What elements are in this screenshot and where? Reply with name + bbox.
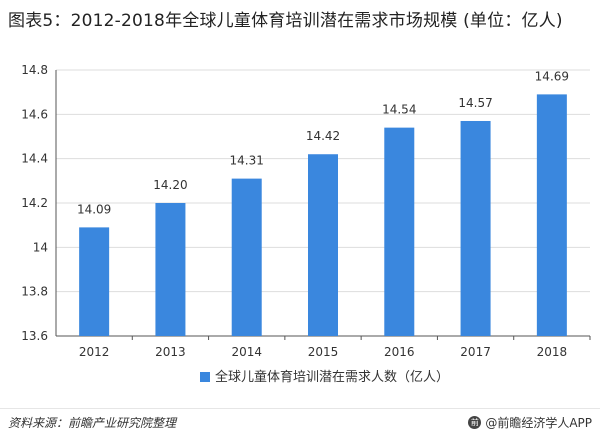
source-note: 资料来源：前瞻产业研究院整理 bbox=[8, 416, 177, 430]
data-label: 14.54 bbox=[382, 103, 416, 117]
y-tick-label: 14.8 bbox=[21, 63, 48, 77]
x-tick-label: 2018 bbox=[537, 345, 568, 359]
chart-title: 图表5：2012-2018年全球儿童体育培训潜在需求市场规模 (单位：亿人) bbox=[8, 11, 563, 31]
y-tick-label: 14 bbox=[33, 240, 48, 254]
data-label: 14.20 bbox=[153, 178, 187, 192]
x-tick-label: 2013 bbox=[155, 345, 186, 359]
x-tick-label: 2017 bbox=[460, 345, 491, 359]
bar-2014 bbox=[231, 178, 262, 336]
y-tick-label: 13.8 bbox=[21, 285, 48, 299]
legend-label: 全球儿童体育培训潜在需求人数（亿人） bbox=[215, 369, 449, 385]
x-tick-label: 2012 bbox=[79, 345, 110, 359]
data-label: 14.31 bbox=[230, 154, 264, 168]
footer-divider bbox=[0, 408, 600, 409]
data-label: 14.57 bbox=[458, 96, 492, 110]
data-label: 14.42 bbox=[306, 129, 340, 143]
y-tick-label: 14.4 bbox=[21, 152, 48, 166]
x-tick-label: 2015 bbox=[308, 345, 339, 359]
data-label: 14.09 bbox=[77, 202, 111, 216]
brand-credit: 前 @前瞻经济学人APP bbox=[468, 414, 592, 431]
bar-2013 bbox=[155, 203, 186, 336]
y-tick-label: 14.2 bbox=[21, 196, 48, 210]
bar-2015 bbox=[308, 154, 338, 336]
legend-swatch bbox=[200, 372, 210, 382]
brand-icon: 前 bbox=[468, 416, 482, 429]
y-tick-label: 14.6 bbox=[21, 107, 48, 121]
bar-2016 bbox=[384, 127, 415, 336]
bar-2018 bbox=[536, 94, 567, 336]
x-tick-label: 2014 bbox=[231, 345, 262, 359]
bar-2012 bbox=[79, 227, 110, 336]
y-tick-label: 13.6 bbox=[21, 329, 48, 343]
x-tick-label: 2016 bbox=[384, 345, 415, 359]
bar-2017 bbox=[460, 120, 491, 336]
data-label: 14.69 bbox=[535, 69, 569, 83]
brand-label: @前瞻经济学人APP bbox=[485, 416, 592, 430]
